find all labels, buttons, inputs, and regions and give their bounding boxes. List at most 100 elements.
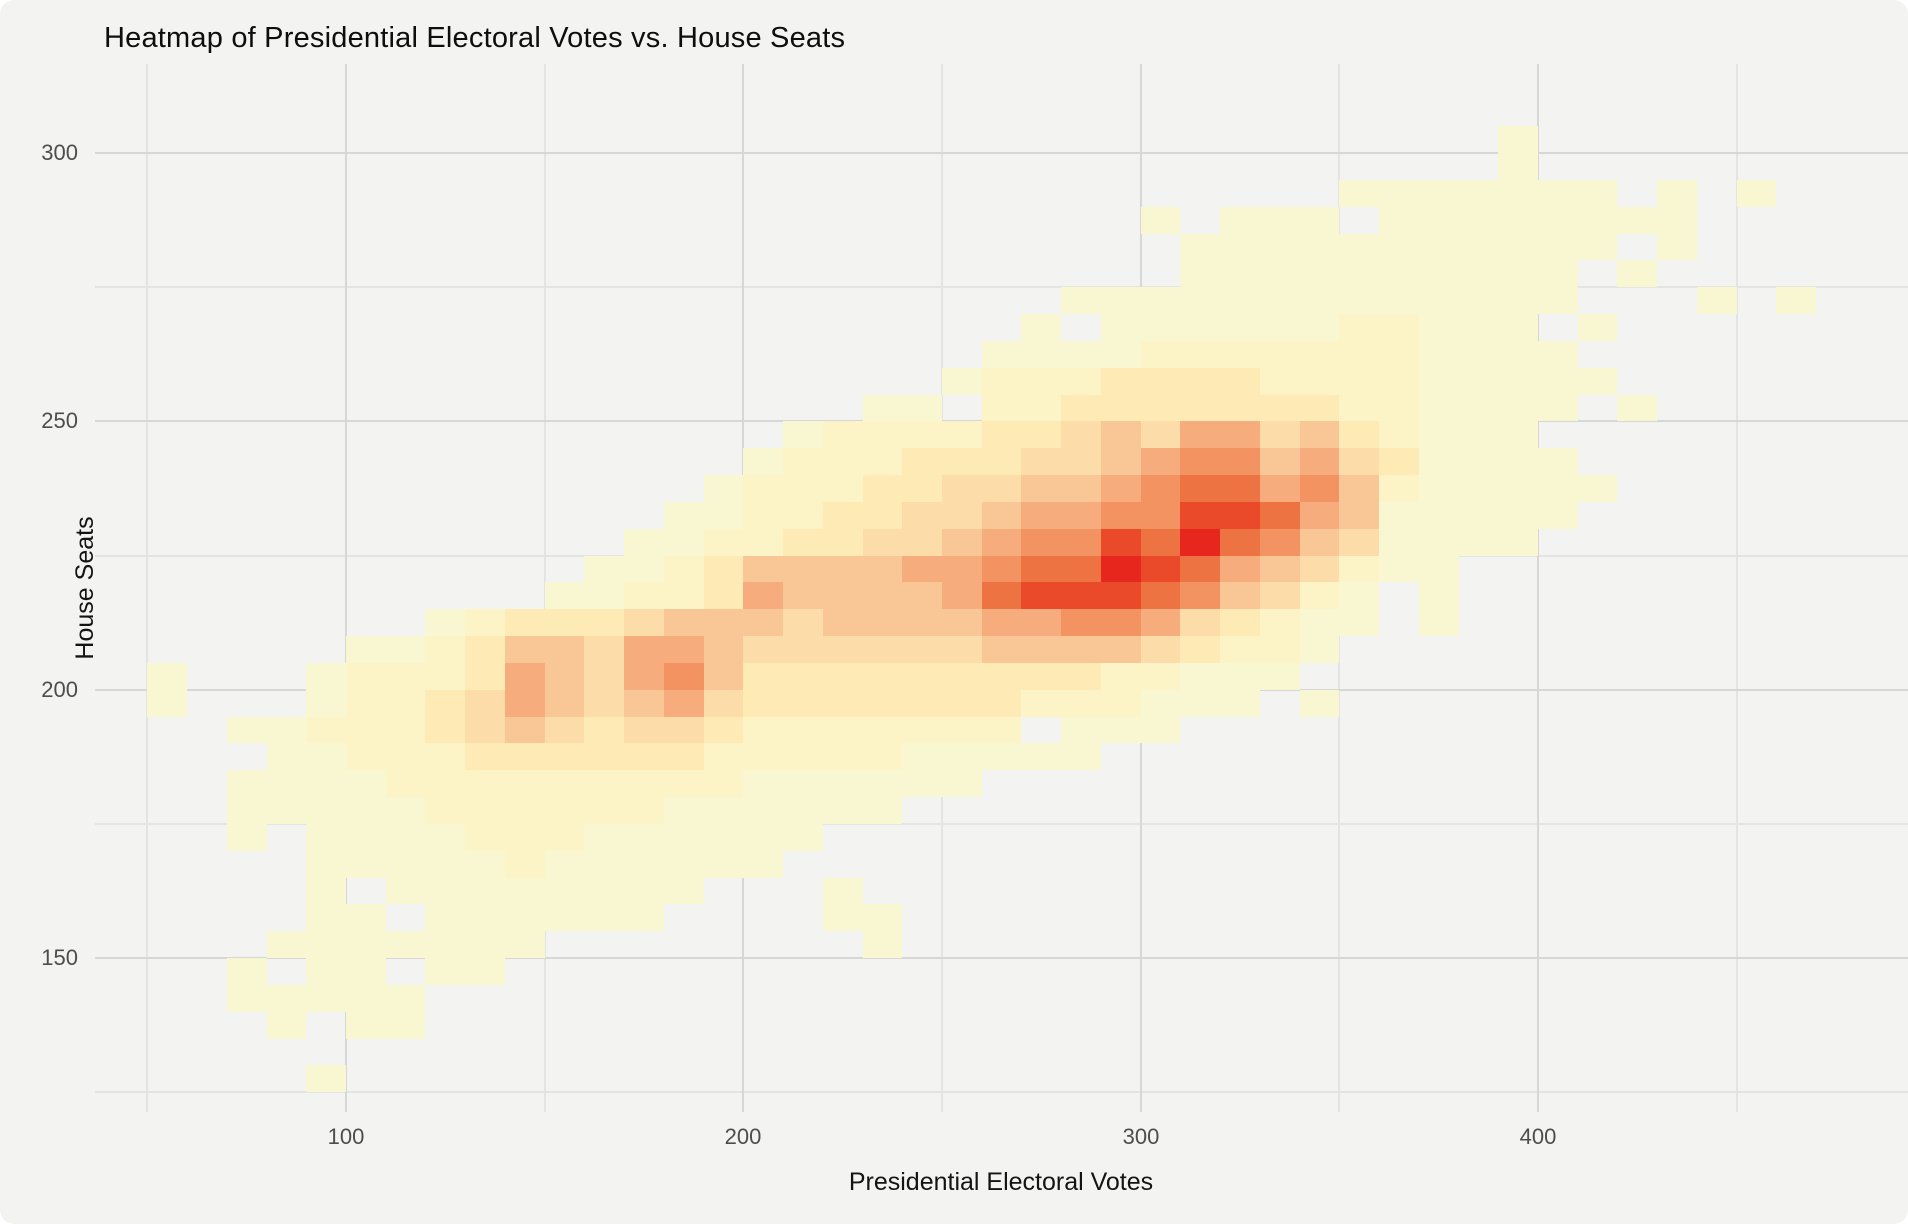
heatmap-cell xyxy=(1061,556,1101,582)
heatmap-cell xyxy=(624,609,664,636)
heatmap-cell xyxy=(863,421,902,448)
heatmap-cell xyxy=(1459,287,1498,314)
heatmap-cell xyxy=(823,904,863,931)
heatmap-cell xyxy=(664,556,704,582)
heatmap-cell xyxy=(1498,421,1538,448)
heatmap-cell xyxy=(1498,448,1538,475)
heatmap-cell xyxy=(1220,448,1260,475)
heatmap-cell xyxy=(743,770,783,797)
heatmap-cell xyxy=(386,931,425,958)
heatmap-cell xyxy=(1260,475,1300,502)
heatmap-cell xyxy=(704,502,743,529)
heatmap-cell xyxy=(783,529,823,556)
heatmap-cell xyxy=(505,851,545,878)
heatmap-cell xyxy=(823,475,863,502)
heatmap-cell xyxy=(306,1065,346,1092)
heatmap-cell xyxy=(1419,207,1459,234)
x-minor-gridline xyxy=(146,64,148,1112)
heatmap-cell xyxy=(863,931,902,958)
heatmap-cell xyxy=(863,743,902,770)
heatmap-cell xyxy=(386,636,425,663)
heatmap-cell xyxy=(1260,368,1300,395)
heatmap-cell xyxy=(743,851,783,878)
heatmap-cell xyxy=(505,636,545,663)
heatmap-cell xyxy=(306,797,346,824)
heatmap-cell xyxy=(1459,368,1498,395)
heatmap-cell xyxy=(545,690,584,717)
heatmap-cell xyxy=(1498,260,1538,287)
heatmap-cell xyxy=(346,797,386,824)
heatmap-cell xyxy=(902,582,942,609)
heatmap-cell xyxy=(1260,395,1300,421)
heatmap-cell xyxy=(1101,502,1141,529)
heatmap-cell xyxy=(584,851,624,878)
heatmap-cell xyxy=(1220,314,1260,341)
heatmap-cell xyxy=(1180,556,1220,582)
heatmap-cell xyxy=(584,556,624,582)
heatmap-cell xyxy=(704,824,743,851)
heatmap-cell xyxy=(1180,690,1220,717)
heatmap-cell xyxy=(942,717,982,743)
heatmap-cell xyxy=(1101,717,1141,743)
heatmap-cell xyxy=(1061,421,1101,448)
y-tick-label: 250 xyxy=(41,408,78,433)
heatmap-cell xyxy=(1538,341,1578,368)
heatmap-cell xyxy=(1339,475,1379,502)
heatmap-cell xyxy=(306,717,346,743)
heatmap-cell xyxy=(306,690,346,717)
heatmap-cell xyxy=(982,609,1021,636)
heatmap-cell xyxy=(545,609,584,636)
heatmap-cell xyxy=(743,743,783,770)
heatmap-cell xyxy=(1776,287,1816,314)
heatmap-cell xyxy=(823,663,863,690)
heatmap-cell xyxy=(1141,717,1180,743)
heatmap-cell xyxy=(1141,556,1180,582)
heatmap-cell xyxy=(902,475,942,502)
heatmap-cell xyxy=(465,931,505,958)
heatmap-cell xyxy=(267,797,306,824)
heatmap-cell xyxy=(227,770,267,797)
heatmap-cell xyxy=(1459,341,1498,368)
heatmap-cell xyxy=(227,985,267,1012)
heatmap-cell xyxy=(783,582,823,609)
heatmap-cell xyxy=(863,663,902,690)
heatmap-cell xyxy=(1538,234,1578,260)
heatmap-cell xyxy=(1339,609,1379,636)
heatmap-cell xyxy=(982,636,1021,663)
heatmap-cell xyxy=(1498,234,1538,260)
heatmap-cell xyxy=(267,985,306,1012)
heatmap-cell xyxy=(425,663,465,690)
heatmap-cell xyxy=(823,529,863,556)
heatmap-cell xyxy=(425,824,465,851)
heatmap-cell xyxy=(1021,636,1061,663)
heatmap-cell xyxy=(743,502,783,529)
heatmap-cell xyxy=(306,770,346,797)
heatmap-cell xyxy=(465,636,505,663)
heatmap-cell xyxy=(1498,153,1538,180)
heatmap-cell xyxy=(1061,287,1101,314)
heatmap-cell xyxy=(982,395,1021,421)
heatmap-cell xyxy=(704,797,743,824)
heatmap-cell xyxy=(1459,395,1498,421)
heatmap-cell xyxy=(1180,421,1220,448)
heatmap-cell xyxy=(1379,287,1419,314)
heatmap-cell xyxy=(1141,475,1180,502)
heatmap-cell xyxy=(465,878,505,904)
heatmap-cell xyxy=(1339,582,1379,609)
heatmap-cell xyxy=(1419,529,1459,556)
heatmap-cell xyxy=(1220,636,1260,663)
heatmap-cell xyxy=(346,717,386,743)
heatmap-cell xyxy=(942,368,982,395)
heatmap-cell xyxy=(1021,475,1061,502)
heatmap-cell xyxy=(306,851,346,878)
heatmap-cell xyxy=(942,502,982,529)
heatmap-cell xyxy=(1101,690,1141,717)
heatmap-cell xyxy=(1538,448,1578,475)
heatmap-cell xyxy=(1459,314,1498,341)
heatmap-cell xyxy=(1220,368,1260,395)
heatmap-cell xyxy=(1021,556,1061,582)
heatmap-cell xyxy=(1021,368,1061,395)
heatmap-cell xyxy=(306,985,346,1012)
heatmap-cell xyxy=(505,770,545,797)
heatmap-cell xyxy=(505,743,545,770)
